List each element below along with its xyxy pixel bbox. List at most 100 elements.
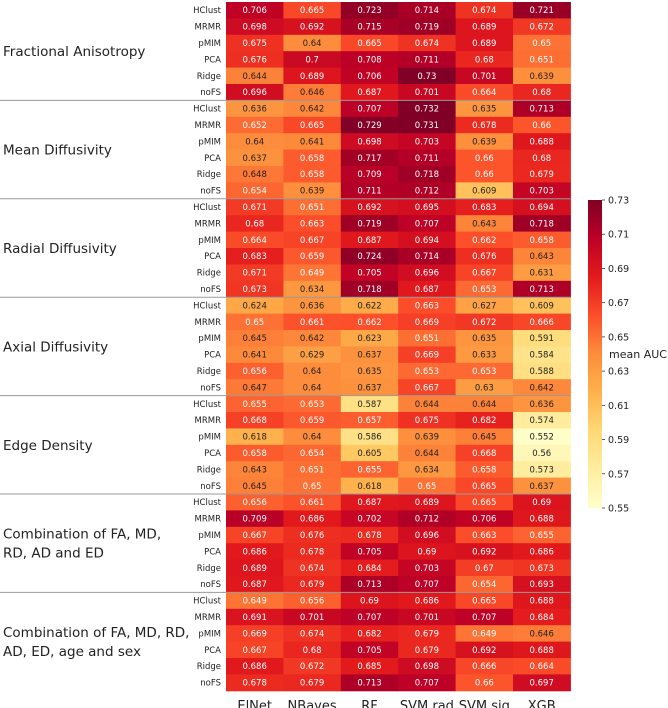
row-label: MRMR xyxy=(195,23,222,33)
cell-value-label: 0.658 xyxy=(300,170,324,180)
cell-value-label: 0.689 xyxy=(472,23,496,33)
heatmap-cell xyxy=(398,494,457,511)
cell-value-label: 0.717 xyxy=(357,154,381,164)
heatmap-cell xyxy=(340,494,399,511)
heatmap-cell xyxy=(226,166,284,183)
cell-value-label: 0.711 xyxy=(415,154,439,164)
heatmap-cell xyxy=(340,330,399,347)
cell-value-label: 0.68 xyxy=(245,219,264,229)
heatmap-cell xyxy=(455,444,514,462)
row-label: Ridge xyxy=(197,367,221,377)
heatmap-cell xyxy=(513,297,571,315)
heatmap-cell xyxy=(398,461,457,479)
cell-value-label: 0.68 xyxy=(475,55,494,65)
cell-value-label: 0.655 xyxy=(357,465,381,475)
heatmap-cell xyxy=(455,559,514,577)
heatmap-cell xyxy=(340,543,399,561)
cell-value-label: 0.687 xyxy=(357,236,381,246)
heatmap-cell xyxy=(455,608,514,626)
cell-value-label: 0.643 xyxy=(243,465,267,475)
cell-value-label: 0.676 xyxy=(243,55,267,65)
row-label: pMIM xyxy=(198,39,221,49)
heatmap-cell xyxy=(398,428,457,446)
cell-value-label: 0.609 xyxy=(530,301,554,311)
row-label: noFS xyxy=(200,679,221,689)
cell-value-label: 0.656 xyxy=(243,498,267,508)
heatmap-cell xyxy=(455,510,514,528)
heatmap-cell xyxy=(340,641,399,659)
cell-value-label: 0.586 xyxy=(357,433,381,443)
heatmap-cell xyxy=(340,18,399,36)
heatmap-cell xyxy=(226,100,284,118)
heatmap-cell xyxy=(283,248,342,265)
cell-value-label: 0.63 xyxy=(475,383,494,393)
cell-value-label: 0.663 xyxy=(300,219,324,229)
row-label: PCA xyxy=(204,351,221,361)
row-label: PCA xyxy=(204,55,221,65)
heatmap-cell xyxy=(283,428,342,446)
cell-value-label: 0.706 xyxy=(243,6,267,16)
cell-value-label: 0.634 xyxy=(300,285,324,295)
cell-value-label: 0.67 xyxy=(475,564,494,574)
heatmap-cell xyxy=(226,641,284,659)
heatmap-cell xyxy=(283,215,342,233)
heatmap-cell xyxy=(340,182,399,200)
heatmap-cell xyxy=(455,428,514,446)
cell-value-label: 0.707 xyxy=(472,613,496,623)
heatmap-cell xyxy=(513,625,571,643)
colorbar-gradient xyxy=(588,200,602,508)
cell-value-label: 0.631 xyxy=(530,269,554,279)
colorbar-label: mean AUC xyxy=(609,348,667,361)
cell-value-label: 0.712 xyxy=(415,515,439,525)
cell-value-label: 0.65 xyxy=(532,39,551,49)
heatmap-cell xyxy=(398,412,457,429)
cell-value-label: 0.658 xyxy=(300,154,324,164)
heatmap-cell xyxy=(340,461,399,479)
cell-value-label: 0.678 xyxy=(243,679,267,689)
heatmap-cell xyxy=(513,559,571,577)
heatmap-cell xyxy=(283,674,342,692)
heatmap-cell xyxy=(455,641,514,659)
heatmap-cell xyxy=(340,67,399,85)
heatmap-cell xyxy=(513,428,571,446)
heatmap-cell xyxy=(455,395,514,413)
cell-value-label: 0.679 xyxy=(415,629,439,639)
heatmap-cell xyxy=(398,510,457,528)
cell-value-label: 0.719 xyxy=(415,23,439,33)
cell-value-label: 0.666 xyxy=(472,662,496,672)
cell-value-label: 0.707 xyxy=(357,613,381,623)
cell-value-label: 0.718 xyxy=(415,170,439,180)
cell-value-label: 0.643 xyxy=(530,252,554,262)
heatmap-cell xyxy=(398,346,457,364)
heatmap-cell xyxy=(513,280,571,298)
cell-value-label: 0.692 xyxy=(472,646,496,656)
heatmap-cell xyxy=(398,67,457,85)
heatmap-cell xyxy=(226,264,284,282)
heatmap-cell xyxy=(226,248,284,265)
group-label: Combination of FA, MD, xyxy=(3,527,161,543)
cell-value-label: 0.686 xyxy=(300,515,324,525)
heatmap-cell xyxy=(455,576,514,593)
cell-value-label: 0.685 xyxy=(357,662,381,672)
column-labels: ElNet NBayes RF SVM rad SVM sig XGB xyxy=(237,699,555,708)
cell-value-label: 0.656 xyxy=(243,367,267,377)
heatmap-cell xyxy=(398,264,457,282)
cell-value-label: 0.709 xyxy=(243,515,267,525)
cell-value-label: 0.674 xyxy=(300,564,324,574)
cell-value-label: 0.684 xyxy=(530,613,554,623)
cell-value-label: 0.664 xyxy=(243,236,267,246)
cell-value-label: 0.671 xyxy=(243,269,267,279)
row-label: pMIM xyxy=(198,236,221,246)
cell-value-label: 0.661 xyxy=(300,318,324,328)
heatmap-cell xyxy=(455,149,514,167)
heatmap-cell xyxy=(513,379,571,397)
heatmap-cell xyxy=(455,412,514,429)
cell-value-label: 0.702 xyxy=(357,515,381,525)
heatmap-cell xyxy=(340,133,399,151)
heatmap-cell xyxy=(226,608,284,626)
cell-value-label: 0.653 xyxy=(472,367,496,377)
cell-value-label: 0.664 xyxy=(530,662,554,672)
heatmap-cell xyxy=(455,658,514,675)
cell-value-label: 0.694 xyxy=(530,203,554,213)
